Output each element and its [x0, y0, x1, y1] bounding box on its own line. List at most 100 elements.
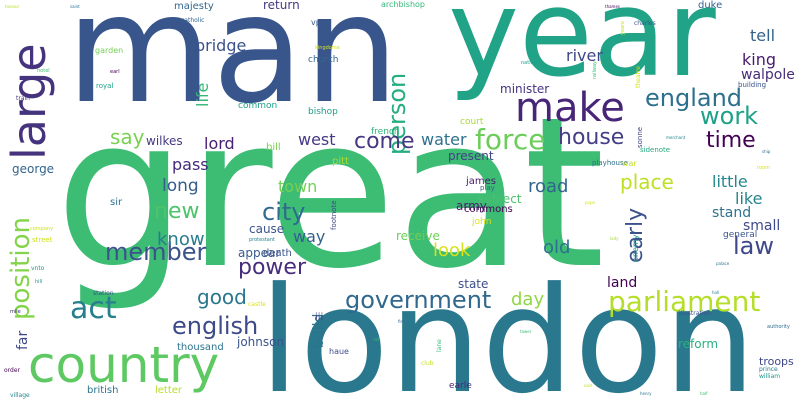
- word: playhouse: [592, 159, 628, 167]
- word: john: [472, 217, 492, 227]
- word: club: [421, 360, 434, 367]
- word: hill: [35, 279, 43, 285]
- word: company: [30, 226, 54, 232]
- word: subject: [478, 192, 522, 206]
- word: england: [645, 84, 743, 112]
- word: minister: [500, 82, 550, 96]
- word: letter: [155, 385, 183, 396]
- word: thousand: [177, 342, 224, 353]
- word: train: [16, 95, 30, 102]
- word: station: [93, 290, 114, 297]
- word: wilkes: [146, 134, 183, 148]
- word: east: [584, 383, 593, 388]
- word: court: [460, 117, 484, 127]
- word: power: [238, 255, 306, 280]
- word: pitt: [332, 156, 349, 167]
- word: mile: [10, 309, 21, 315]
- word: come: [354, 129, 415, 154]
- word: walpole: [741, 67, 795, 83]
- word: honour: [5, 4, 20, 9]
- word: tower: [520, 329, 532, 334]
- word: little: [712, 172, 748, 191]
- word: hall: [712, 290, 720, 295]
- word: bishop: [308, 107, 338, 117]
- word: railway: [592, 60, 598, 79]
- word: common: [238, 101, 278, 111]
- word: earle: [449, 381, 472, 391]
- word: army: [456, 199, 487, 213]
- word: pass: [172, 155, 209, 174]
- word: know: [157, 229, 205, 250]
- word: law: [733, 232, 775, 260]
- word: parliament: [608, 285, 761, 318]
- word: receive: [396, 229, 440, 243]
- word: member: [105, 238, 207, 266]
- word: fire: [398, 319, 405, 324]
- word: great: [55, 73, 605, 315]
- word: hotel: [37, 68, 50, 74]
- word: say: [110, 125, 145, 149]
- word: new: [154, 199, 200, 224]
- word: merchant: [666, 135, 686, 140]
- word: enemy: [631, 234, 640, 262]
- word: prince: [759, 366, 778, 373]
- word: palace: [716, 261, 730, 266]
- word: year: [448, 0, 716, 104]
- word: bridge: [195, 36, 247, 55]
- word: duke: [698, 0, 723, 11]
- word: tell: [750, 26, 776, 45]
- word: far: [15, 330, 31, 350]
- word: sidenote: [640, 146, 671, 154]
- word: george: [12, 162, 55, 176]
- word: place: [620, 170, 674, 194]
- word: haue: [329, 347, 349, 356]
- word: cause: [249, 222, 285, 236]
- word: village: [10, 392, 30, 399]
- word: footnote: [330, 200, 338, 230]
- word: castle: [248, 301, 266, 308]
- word: street: [32, 236, 53, 244]
- word: road: [528, 176, 569, 197]
- word: return: [263, 0, 300, 12]
- word: catholic: [181, 17, 205, 24]
- word: lady: [610, 236, 619, 241]
- word: building: [738, 81, 767, 89]
- word: nation: [521, 60, 537, 66]
- word: day: [511, 289, 545, 310]
- word: protestant: [249, 237, 275, 243]
- word: state: [458, 277, 489, 291]
- word: half: [700, 391, 708, 396]
- word: town: [278, 177, 318, 196]
- word: appear: [238, 246, 281, 260]
- word: commons: [464, 204, 513, 215]
- word: time: [706, 128, 756, 153]
- word: ship: [762, 149, 771, 154]
- word: death: [263, 248, 292, 259]
- word: force: [475, 123, 546, 156]
- word: church: [308, 55, 339, 65]
- word: small: [743, 218, 781, 234]
- word: life: [193, 82, 212, 107]
- word: like: [735, 189, 763, 208]
- word: rich: [373, 337, 381, 342]
- word: room: [757, 165, 770, 171]
- word: good: [197, 285, 247, 309]
- word: earl: [110, 69, 120, 75]
- word: order: [4, 367, 20, 374]
- word: pope: [585, 200, 595, 205]
- word: french: [371, 127, 400, 137]
- word: water: [421, 130, 467, 149]
- word: illustration: [679, 310, 711, 317]
- word: old: [543, 237, 571, 258]
- word: war: [622, 159, 637, 168]
- word: archbishop: [381, 0, 425, 9]
- word: make: [515, 85, 625, 131]
- word: vpon: [311, 18, 331, 27]
- word: kingdome: [315, 45, 340, 51]
- word: lane: [436, 339, 443, 352]
- word: play: [480, 184, 495, 192]
- word: long: [162, 176, 199, 196]
- word: government: [345, 286, 492, 314]
- word: reform: [678, 337, 719, 351]
- word: look: [433, 240, 471, 261]
